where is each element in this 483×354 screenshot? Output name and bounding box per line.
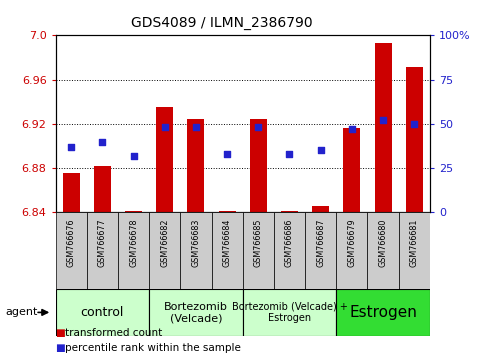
Text: GSM766676: GSM766676 xyxy=(67,218,76,267)
Text: GSM766684: GSM766684 xyxy=(223,218,232,267)
Point xyxy=(223,151,231,157)
Bar xyxy=(343,128,360,212)
Point xyxy=(411,121,418,127)
Bar xyxy=(368,212,398,289)
Bar xyxy=(56,212,87,289)
Text: ■: ■ xyxy=(56,343,65,353)
Bar xyxy=(212,212,243,289)
Bar xyxy=(118,212,149,289)
Point xyxy=(67,144,75,150)
Bar xyxy=(374,43,392,212)
Bar xyxy=(149,289,242,336)
Bar xyxy=(180,212,212,289)
Text: Estrogen: Estrogen xyxy=(349,305,417,320)
Bar xyxy=(187,119,204,212)
Bar xyxy=(94,166,111,212)
Text: GSM766677: GSM766677 xyxy=(98,218,107,267)
Bar xyxy=(242,212,274,289)
Bar xyxy=(63,172,80,212)
Point xyxy=(161,125,169,130)
Point xyxy=(99,139,106,144)
Bar xyxy=(336,212,368,289)
Text: percentile rank within the sample: percentile rank within the sample xyxy=(65,343,241,353)
Bar xyxy=(125,211,142,212)
Bar xyxy=(56,289,149,336)
Point xyxy=(348,126,356,132)
Text: GSM766685: GSM766685 xyxy=(254,218,263,267)
Bar xyxy=(156,107,173,212)
Bar xyxy=(406,68,423,212)
Point xyxy=(285,151,293,157)
Bar xyxy=(218,211,236,212)
Text: agent: agent xyxy=(6,307,38,318)
Text: GSM766683: GSM766683 xyxy=(191,218,200,267)
Bar xyxy=(149,212,180,289)
Point xyxy=(379,118,387,123)
Text: GSM766681: GSM766681 xyxy=(410,218,419,267)
Bar xyxy=(305,212,336,289)
Bar xyxy=(398,212,430,289)
Text: control: control xyxy=(81,306,124,319)
Bar xyxy=(242,289,336,336)
Text: GSM766687: GSM766687 xyxy=(316,218,325,267)
Bar xyxy=(336,289,430,336)
Bar xyxy=(312,206,329,212)
Bar xyxy=(281,211,298,212)
Text: transformed count: transformed count xyxy=(65,328,162,338)
Point xyxy=(317,148,325,153)
Bar xyxy=(274,212,305,289)
Text: Bortezomib
(Velcade): Bortezomib (Velcade) xyxy=(164,302,228,323)
Bar xyxy=(87,212,118,289)
Text: GSM766680: GSM766680 xyxy=(379,218,387,267)
Text: GSM766686: GSM766686 xyxy=(285,218,294,267)
Text: GSM766678: GSM766678 xyxy=(129,218,138,267)
Text: ■: ■ xyxy=(56,328,65,338)
Text: GSM766682: GSM766682 xyxy=(160,218,169,267)
Text: GDS4089 / ILMN_2386790: GDS4089 / ILMN_2386790 xyxy=(131,16,313,30)
Point xyxy=(192,125,200,130)
Text: GSM766679: GSM766679 xyxy=(347,218,356,267)
Point xyxy=(129,153,137,159)
Text: Bortezomib (Velcade) +
Estrogen: Bortezomib (Velcade) + Estrogen xyxy=(231,302,347,323)
Point xyxy=(255,125,262,130)
Bar xyxy=(250,119,267,212)
